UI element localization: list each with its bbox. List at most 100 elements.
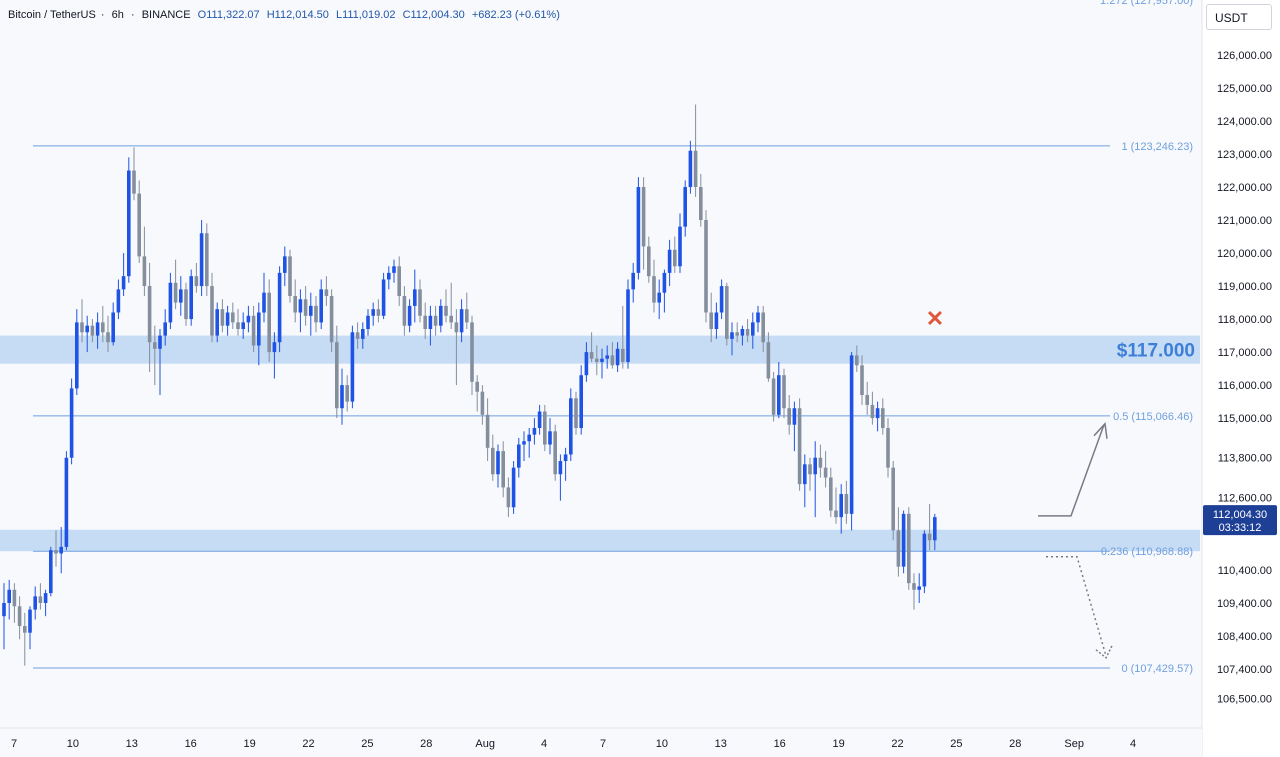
- candle-down: [553, 431, 557, 475]
- rejection-x-marker: ✕: [926, 306, 944, 331]
- candle-down: [860, 365, 864, 396]
- candle-up: [168, 282, 173, 323]
- candle-down: [673, 249, 677, 267]
- candle-down: [106, 332, 110, 343]
- candle-down: [485, 414, 490, 448]
- candle-down: [397, 266, 401, 296]
- candle-up: [215, 309, 219, 336]
- candle-down: [699, 187, 703, 221]
- candle-down: [501, 451, 505, 488]
- candle-up: [875, 408, 880, 419]
- candle-up: [298, 299, 303, 313]
- candle-down: [652, 276, 656, 303]
- price-tick-label: 116,000.00: [1218, 380, 1272, 392]
- candle-up: [257, 312, 261, 346]
- candle-down: [641, 187, 646, 247]
- candle-down: [194, 276, 199, 287]
- candle-up: [678, 226, 682, 267]
- candle-up: [584, 352, 589, 376]
- interval-label[interactable]: 6h: [111, 9, 124, 21]
- candle-down: [449, 315, 453, 323]
- candle-down: [210, 286, 214, 336]
- candle-down: [927, 533, 932, 541]
- candle-up: [777, 375, 781, 415]
- candle-up: [340, 385, 344, 409]
- candle-down: [589, 352, 594, 359]
- candle-down: [693, 150, 698, 188]
- candle-up: [714, 312, 719, 329]
- candle-up: [246, 315, 251, 323]
- candle-down: [303, 299, 308, 316]
- price-tick-label: 122,000.00: [1217, 182, 1272, 194]
- candle-down: [205, 233, 209, 287]
- candle-up: [517, 444, 521, 468]
- candle-up: [121, 276, 126, 290]
- candle-up: [350, 332, 355, 402]
- candle-down: [355, 332, 360, 339]
- candle-up: [740, 328, 745, 336]
- current-price-label: 112,004.30: [1213, 509, 1267, 521]
- candle-up: [319, 289, 323, 323]
- candle-down: [17, 606, 22, 627]
- price-axis-panel[interactable]: [1202, 0, 1280, 757]
- candle-down: [231, 312, 235, 323]
- candle-down: [823, 467, 828, 478]
- candle-up: [199, 233, 204, 287]
- time-tick-label: Sep: [1064, 738, 1084, 750]
- candle-down: [797, 408, 802, 485]
- candle-up: [366, 315, 370, 329]
- price-tick-label: 106,500.00: [1217, 694, 1272, 706]
- candle-up: [849, 355, 854, 514]
- candle-down: [465, 309, 469, 323]
- candle-down: [90, 325, 95, 336]
- fib-level-label: 0 (107,429.57): [1121, 663, 1193, 675]
- price-tick-label: 117,000.00: [1218, 347, 1272, 359]
- symbol-name[interactable]: Bitcoin / TetherUS: [8, 9, 96, 21]
- candle-down: [480, 391, 485, 415]
- zone-price-label: $117.000: [1117, 341, 1195, 362]
- price-tick-label: 112,600.00: [1218, 492, 1272, 504]
- candle-up: [189, 276, 193, 320]
- time-tick-label: 19: [243, 738, 255, 750]
- candle-up: [683, 187, 687, 227]
- candle-up: [605, 355, 609, 359]
- candle-down: [610, 355, 615, 366]
- candle-up: [917, 586, 921, 590]
- candle-down: [137, 193, 141, 257]
- price-tick-label: 110,400.00: [1218, 565, 1272, 577]
- candle-up: [225, 312, 230, 326]
- candle-down: [735, 332, 739, 336]
- candle-down: [329, 295, 334, 343]
- candle-down: [142, 256, 147, 287]
- time-tick-label: 16: [185, 738, 197, 750]
- candle-down: [621, 348, 625, 362]
- candle-down: [153, 342, 157, 349]
- candle-down: [454, 322, 459, 333]
- candle-down: [761, 312, 765, 343]
- candle-up: [241, 322, 245, 329]
- high-value: H112,014.50: [266, 9, 329, 21]
- candle-down: [787, 408, 791, 425]
- time-tick-label: 7: [600, 738, 606, 750]
- support-resistance-zone: [0, 335, 1200, 364]
- fib-level-label: 0.236 (110,968.88): [1101, 546, 1193, 558]
- candle-down: [844, 494, 849, 514]
- candle-down: [896, 530, 901, 567]
- candle-up: [548, 431, 552, 445]
- candle-up: [361, 328, 365, 339]
- candle-up: [69, 388, 74, 458]
- candle-up: [657, 292, 661, 303]
- candle-down: [173, 282, 178, 303]
- candle-up: [49, 550, 53, 594]
- price-tick-label: 121,000.00: [1217, 215, 1272, 227]
- candle-up: [667, 249, 672, 273]
- bullish-projection-arrowhead: [1093, 422, 1108, 439]
- time-axis-panel[interactable]: [0, 728, 1202, 757]
- time-tick-label: 13: [126, 738, 138, 750]
- currency-unit-button[interactable]: USDT: [1206, 4, 1272, 30]
- candle-down: [771, 378, 776, 415]
- candle-down: [184, 289, 188, 320]
- candle-up: [43, 593, 48, 603]
- candle-down: [886, 428, 890, 468]
